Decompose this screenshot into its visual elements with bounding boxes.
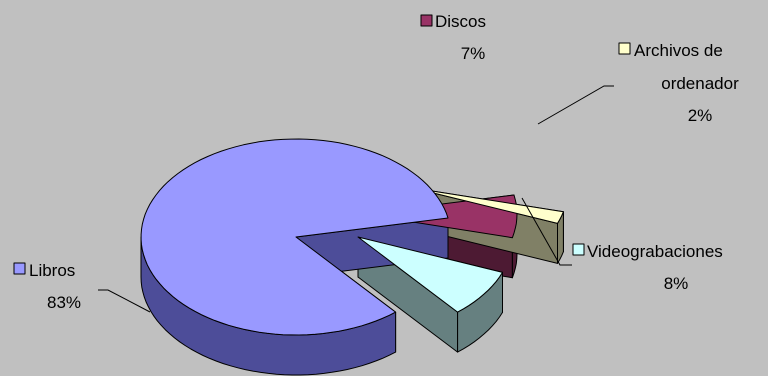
label-name-archivos-line1: Archivos de xyxy=(634,41,723,60)
leader-line-archivos xyxy=(537,85,614,125)
label-name-archivos-line2: ordenador xyxy=(661,74,739,93)
legend-key-archivos xyxy=(618,42,631,55)
data-label-discos: Discos 7% xyxy=(420,12,486,63)
label-name-libros: Libros xyxy=(29,261,75,280)
label-value-archivos: 2% xyxy=(688,106,713,125)
label-name-videograbaciones: Videograbaciones xyxy=(587,242,723,261)
leader-line-videograbaciones xyxy=(521,197,572,266)
label-value-videograbaciones: 8% xyxy=(664,274,689,293)
data-label-videograbaciones: Videograbaciones 8% xyxy=(572,242,723,293)
leader-line-libros xyxy=(98,289,151,313)
pie-slice-libros xyxy=(140,138,449,336)
data-label-archivos: Archivos de ordenador 2% xyxy=(618,41,739,125)
data-label-libros: Libros 83% xyxy=(13,261,81,312)
legend-key-discos xyxy=(420,14,433,27)
label-value-libros: 83% xyxy=(47,293,81,312)
slice-tops xyxy=(140,138,564,336)
pie-slice-videograbaciones xyxy=(357,236,503,313)
legend-key-libros xyxy=(13,262,26,275)
label-name-discos: Discos xyxy=(435,12,486,31)
leader-lines xyxy=(98,85,614,313)
legend-key-videograbaciones xyxy=(572,243,585,256)
label-value-discos: 7% xyxy=(461,44,486,63)
